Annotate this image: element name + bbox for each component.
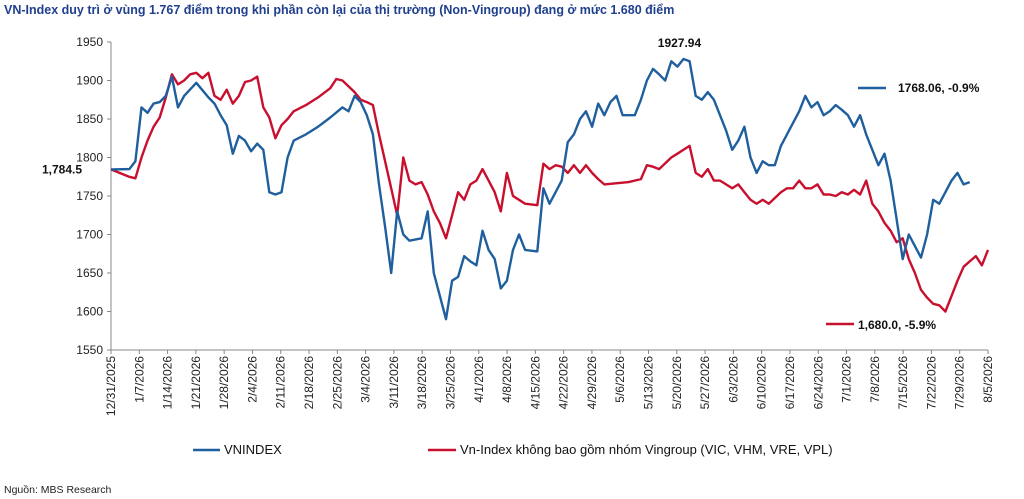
x-tick-label: 3/11/2026 <box>387 356 401 409</box>
x-tick-label: 7/29/2026 <box>953 356 967 410</box>
x-tick-label: 6/24/2026 <box>811 356 825 410</box>
legend-label-non-vingroup: Vn-Index không bao gồm nhóm Vingroup (VI… <box>460 442 833 457</box>
x-tick-label: 6/10/2026 <box>755 356 769 410</box>
x-tick-label: 4/1/2026 <box>472 356 486 403</box>
chart-lines <box>110 57 990 321</box>
series-line-non-vingroup <box>110 71 990 313</box>
y-tick-label: 1850 <box>76 112 103 126</box>
x-tick-label: 4/22/2026 <box>557 356 571 410</box>
y-tick-label: 1950 <box>76 35 103 49</box>
chart-legend: VNINDEX Vn-Index không bao gồm nhóm Vingr… <box>193 442 833 457</box>
x-tick-label: 3/25/2026 <box>443 356 457 410</box>
x-tick-label: 4/8/2026 <box>500 356 514 403</box>
x-tick-label: 12/31/2025 <box>104 356 118 416</box>
chart-title: VN-Index duy trì ở vùng 1.767 điểm trong… <box>4 3 675 17</box>
peak-label: 1927.94 <box>658 36 702 50</box>
x-tick-label: 1/7/2026 <box>132 356 146 403</box>
series-line-vnindex <box>110 57 971 321</box>
y-tick-label: 1550 <box>76 343 103 357</box>
legend-label-vnindex: VNINDEX <box>224 442 282 457</box>
x-tick-label: 6/17/2026 <box>783 356 797 410</box>
y-axis-ticks: 1550 1600 1650 1700 1750 1800 1850 1900 1950 <box>76 35 111 357</box>
x-tick-label: 2/18/2026 <box>302 356 316 410</box>
chart-annotations: 1927.94 1768.06, -0.9% 1,784.5 1,680.0, -5.… <box>42 36 980 332</box>
x-tick-label: 7/15/2026 <box>896 356 910 410</box>
y-tick-label: 1700 <box>76 228 103 242</box>
end-label-non-vingroup: 1,680.0, -5.9% <box>858 318 936 332</box>
x-tick-label: 6/3/2026 <box>726 356 740 403</box>
x-tick-label: 5/27/2026 <box>698 356 712 410</box>
x-tick-label: 5/13/2026 <box>642 356 656 410</box>
y-tick-label: 1650 <box>76 266 103 280</box>
start-label: 1,784.5 <box>42 162 82 176</box>
x-axis-ticks: 12/31/2025 1/7/2026 1/14/2026 1/21/2026 1/28… <box>104 350 995 416</box>
y-tick-label: 1600 <box>76 305 103 319</box>
x-tick-label: 1/21/2026 <box>189 356 203 410</box>
end-label-vnindex: 1768.06, -0.9% <box>898 81 980 95</box>
x-tick-label: 5/6/2026 <box>613 356 627 403</box>
source-note: Nguồn: MBS Research <box>4 484 112 496</box>
x-tick-label: 8/5/2026 <box>981 356 995 403</box>
x-tick-label: 7/22/2026 <box>924 356 938 410</box>
x-tick-label: 3/4/2026 <box>359 356 373 403</box>
x-tick-label: 2/25/2026 <box>330 356 344 410</box>
y-tick-label: 1800 <box>76 151 103 165</box>
x-tick-label: 4/15/2026 <box>528 356 542 410</box>
x-tick-label: 1/14/2026 <box>161 356 175 410</box>
x-tick-label: 3/18/2026 <box>415 356 429 410</box>
x-tick-label: 4/29/2026 <box>585 356 599 410</box>
x-tick-label: 2/11/2026 <box>274 356 288 409</box>
y-tick-label: 1900 <box>76 74 103 88</box>
x-tick-label: 7/1/2026 <box>840 356 854 403</box>
x-tick-label: 1/28/2026 <box>217 356 231 410</box>
x-tick-label: 5/20/2026 <box>670 356 684 410</box>
x-tick-label: 2/4/2026 <box>245 356 259 403</box>
y-tick-label: 1750 <box>76 189 103 203</box>
x-tick-label: 7/8/2026 <box>868 356 882 403</box>
